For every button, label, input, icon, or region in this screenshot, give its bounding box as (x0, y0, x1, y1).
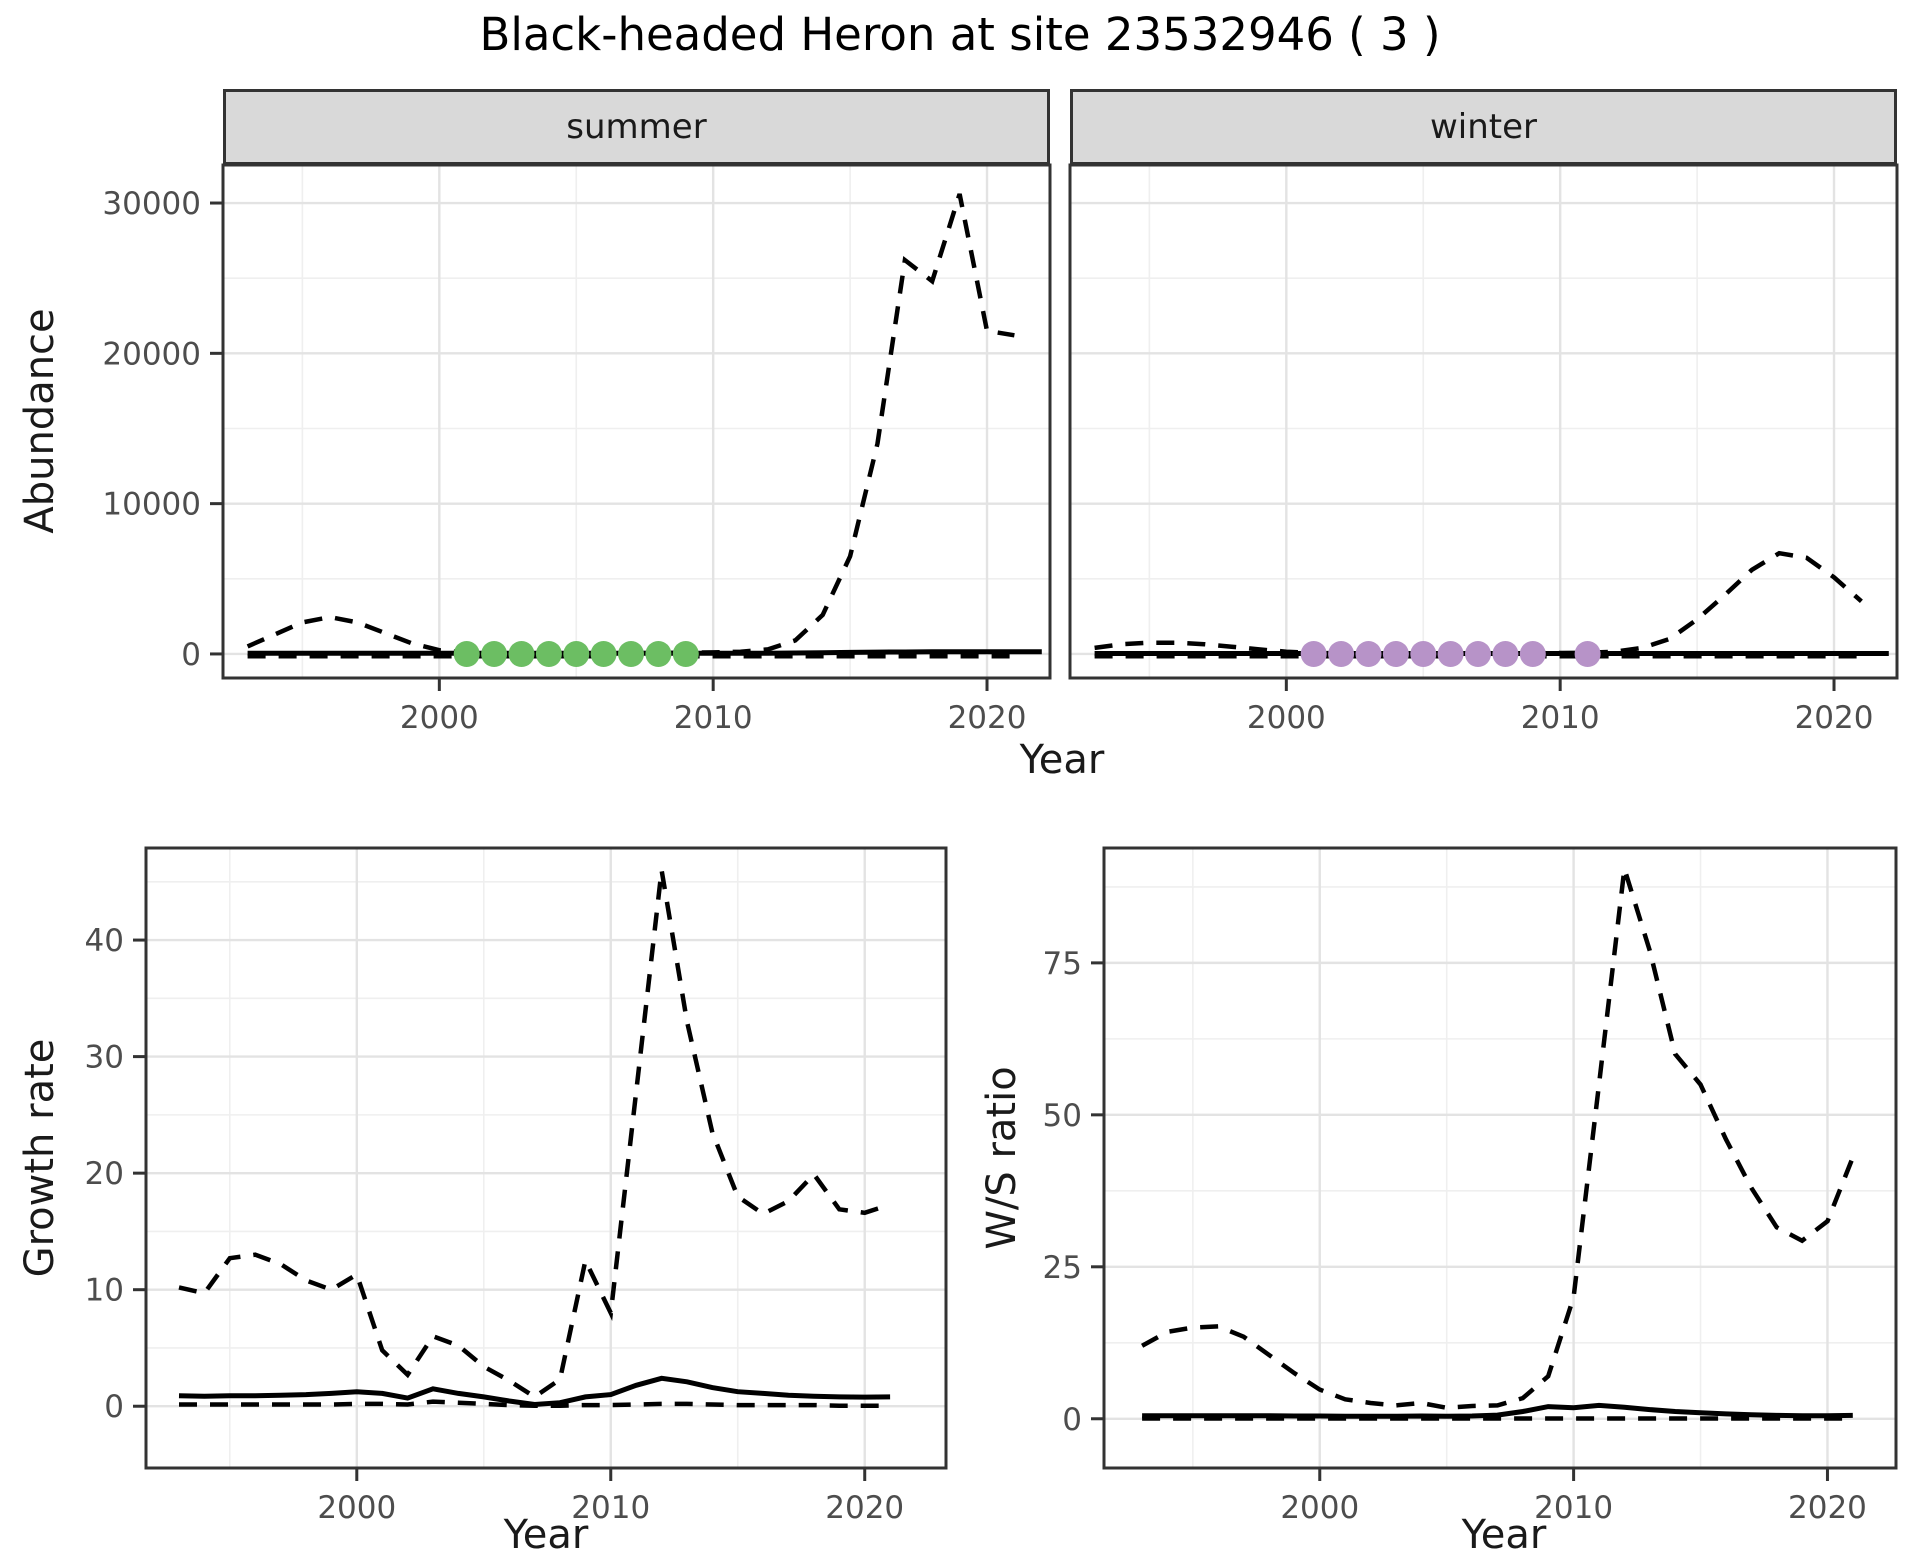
y-tick-label: 20 (85, 1156, 124, 1192)
winter-observation-point (1328, 641, 1355, 667)
panel-growth-rate: 2000 2010 2020 0 10 20 30 40 (85, 846, 948, 1526)
x-tick-label: 2000 (1247, 700, 1326, 736)
series-upper_ci-line (1141, 868, 1855, 1411)
series-median-line (1142, 1402, 1853, 1419)
panel-background (1104, 848, 1896, 1468)
panel-background (146, 848, 946, 1468)
x-tick-label: 2000 (317, 1490, 396, 1526)
panel-background (223, 165, 1050, 678)
x-tick-label: 2020 (948, 700, 1027, 736)
panel-background (1070, 165, 1897, 678)
summer-observation-point (590, 641, 617, 667)
series-median-line (178, 1375, 891, 1408)
winter-observation-point (1519, 641, 1546, 667)
growth-rate-x-axis-title: Year (503, 1512, 589, 1558)
summer-observation-point (618, 641, 644, 667)
facet-strip-summer-label: summer (566, 107, 707, 147)
facet-strip-summer: summer (223, 89, 1050, 165)
winter-observation-point (1300, 641, 1327, 667)
summer-observation-point (672, 641, 699, 667)
summer-observation-point (481, 641, 508, 667)
summer-observation-point (508, 641, 535, 667)
series-median-line (247, 649, 1042, 656)
series-upper_ci-line (178, 869, 891, 1400)
summer-observation-point (563, 641, 590, 667)
facet-strip-winter: winter (1070, 89, 1897, 165)
winter-observation-point (1465, 641, 1491, 667)
winter-observation-point (1382, 641, 1409, 667)
y-tick-label: 0 (1062, 1402, 1082, 1438)
panel-ws-ratio: 2000 2010 2020 0 25 50 75 (1043, 846, 1898, 1526)
x-tick-label: 2020 (1788, 1490, 1867, 1526)
y-tick-label: 0 (181, 637, 201, 673)
y-tick-label: 20000 (102, 336, 201, 372)
chart-title: Black-headed Heron at site 23532946 ( 3 … (479, 8, 1441, 61)
abundance-y-axis-title: Abundance (17, 308, 63, 534)
winter-observation-point (1437, 641, 1464, 667)
growth-rate-y-axis-title: Growth rate (17, 1038, 63, 1278)
y-tick-label: 10000 (102, 487, 201, 523)
winter-observation-point (1355, 641, 1382, 667)
x-tick-label: 2000 (1280, 1490, 1359, 1526)
ws-ratio-y-axis-title: W/S ratio (979, 1066, 1025, 1250)
summer-observation-point (645, 641, 672, 667)
winter-observation-point (1410, 641, 1437, 667)
y-tick-label: 40 (85, 923, 124, 959)
y-tick-label: 30 (85, 1040, 124, 1076)
y-tick-label: 50 (1043, 1098, 1082, 1134)
summer-observation-point (453, 641, 480, 667)
panel-border (144, 846, 948, 1470)
x-tick-label: 2010 (1534, 1490, 1613, 1526)
x-tick-label: 2020 (1795, 700, 1874, 736)
y-tick-label: 75 (1043, 946, 1082, 982)
x-tick-label: 2010 (674, 700, 753, 736)
panel-border (1068, 163, 1899, 680)
y-tick-label: 10 (85, 1273, 124, 1309)
panel-abundance-summer: 2000 2010 2020 0 10000 20000 30000 (102, 163, 1052, 736)
top-x-axis-title: Year (1019, 737, 1105, 783)
ws-ratio-x-axis-title: Year (1461, 1512, 1547, 1558)
summer-observation-point (535, 641, 562, 667)
panel-abundance-winter: 2000 2010 2020 (1068, 163, 1899, 736)
winter-observation-point (1492, 641, 1519, 667)
panel-border (1102, 846, 1898, 1470)
winter-observation-point (1574, 641, 1601, 667)
facet-strip-winter-label: winter (1429, 107, 1538, 147)
x-tick-label: 2010 (1521, 700, 1600, 736)
y-tick-label: 0 (104, 1389, 124, 1425)
x-tick-label: 2020 (825, 1490, 904, 1526)
x-tick-label: 2010 (571, 1490, 650, 1526)
panel-border (221, 163, 1052, 680)
series-upper_ci-line (246, 193, 1015, 656)
x-tick-label: 2000 (400, 700, 479, 736)
y-tick-label: 25 (1043, 1250, 1082, 1286)
y-tick-label: 30000 (102, 186, 201, 222)
